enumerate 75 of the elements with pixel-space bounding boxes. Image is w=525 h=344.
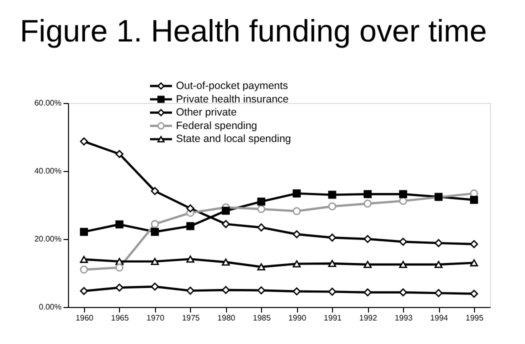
point	[80, 228, 88, 236]
point	[186, 222, 194, 230]
y-tick-label: 20.00%	[34, 234, 62, 244]
point	[328, 190, 336, 199]
point	[399, 238, 408, 246]
y-tick-label: 0.00%	[38, 302, 62, 312]
point	[222, 258, 230, 266]
point	[150, 187, 159, 196]
point	[364, 260, 372, 268]
point	[399, 260, 408, 268]
y-tick-label: 40.00%	[34, 166, 62, 176]
point	[80, 256, 88, 263]
point	[115, 220, 124, 228]
x-tick-label: 1975	[182, 314, 200, 322]
point	[434, 239, 443, 248]
point	[399, 288, 408, 296]
point	[257, 223, 266, 232]
point	[150, 282, 159, 291]
point	[434, 289, 443, 298]
point	[257, 263, 266, 270]
point	[186, 256, 194, 263]
x-tick-label: 1992	[359, 314, 378, 322]
x-tick-label: 1990	[288, 314, 307, 322]
x-tick-label: 1980	[217, 314, 236, 322]
point	[115, 264, 124, 272]
point	[80, 266, 88, 274]
x-tick-label: 1991	[324, 314, 342, 322]
point	[364, 200, 372, 208]
point	[150, 220, 159, 228]
point	[399, 190, 408, 198]
point	[80, 287, 88, 296]
point	[364, 190, 372, 198]
point	[115, 150, 124, 158]
x-tick-label: 1994	[430, 314, 449, 322]
point	[150, 258, 159, 265]
x-tick-label: 1993	[394, 314, 414, 322]
point	[470, 240, 478, 248]
legend-label: Private health insurance	[176, 93, 289, 106]
point	[222, 286, 230, 294]
point	[257, 286, 266, 294]
x-tick-label: 1995	[466, 314, 484, 322]
point	[150, 228, 159, 236]
x-tick-label: 1960	[76, 314, 94, 322]
point	[470, 259, 478, 266]
point	[470, 290, 478, 298]
point	[222, 220, 230, 228]
point	[292, 189, 301, 198]
point	[292, 207, 301, 216]
point	[186, 286, 194, 295]
point	[434, 260, 443, 268]
point	[364, 234, 372, 244]
point	[257, 205, 266, 214]
chart-title: Figure 1. Health funding over time	[20, 13, 487, 48]
point	[470, 196, 478, 204]
x-tick-label: 1985	[252, 314, 272, 322]
legend-label: State and local spending	[176, 133, 292, 146]
point	[328, 202, 336, 210]
point	[186, 204, 194, 212]
point	[292, 230, 301, 238]
x-tick-label: 1965	[111, 314, 130, 322]
point	[328, 288, 336, 296]
point	[292, 260, 301, 268]
legend-label: Federal spending	[176, 120, 258, 132]
point	[364, 288, 372, 296]
legend-label: Out-of-pocket payments	[176, 80, 288, 92]
legend-label: Other private	[176, 106, 237, 119]
x-tick-label: 1970	[146, 314, 165, 322]
point	[80, 137, 88, 146]
point	[292, 287, 301, 296]
point	[222, 206, 230, 215]
y-tick-label: 60.00%	[34, 98, 62, 108]
point	[328, 234, 336, 242]
point	[115, 284, 124, 292]
point	[328, 260, 336, 268]
point	[257, 198, 266, 206]
